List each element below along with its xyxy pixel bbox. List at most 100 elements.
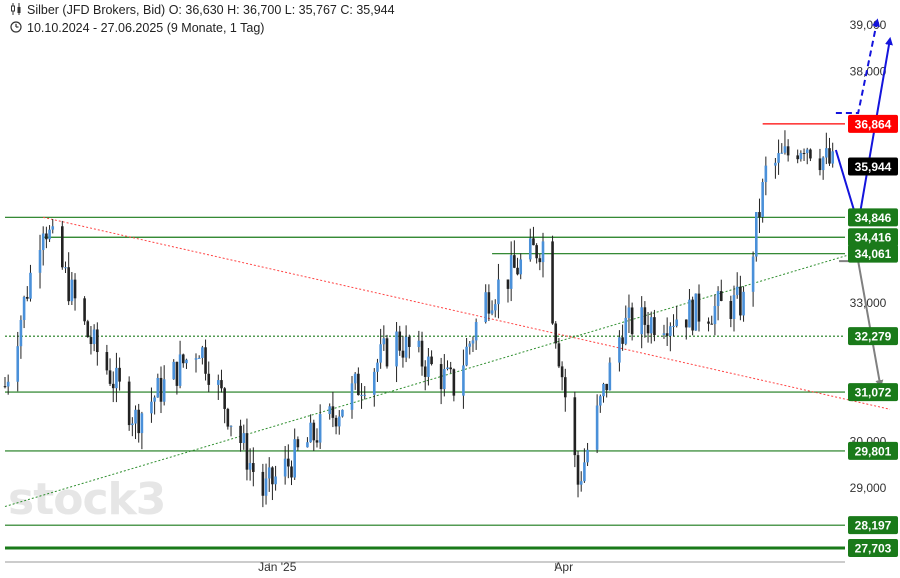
candle-body <box>427 356 430 377</box>
candle-body <box>51 226 55 230</box>
candle-body <box>809 149 812 159</box>
candle-body <box>385 338 389 367</box>
candle-body <box>226 408 230 427</box>
candle-body <box>29 272 32 299</box>
candle-body <box>357 373 360 396</box>
candle-body <box>818 158 822 171</box>
candle-body <box>287 458 290 467</box>
clock-icon <box>10 21 22 33</box>
candle-body <box>153 397 156 402</box>
candle-body <box>605 383 608 391</box>
candle-body <box>828 148 831 164</box>
candle-body <box>465 346 468 366</box>
candle-body <box>111 383 115 389</box>
candle-body <box>519 259 523 275</box>
candle-body <box>493 304 497 311</box>
candle-body <box>83 298 86 322</box>
candle-body <box>618 337 621 363</box>
candle-body <box>439 364 443 390</box>
candle-body <box>131 423 134 426</box>
candle-body <box>560 366 564 378</box>
candle-body <box>220 380 223 389</box>
candle-body <box>694 293 698 331</box>
level-label-box <box>848 441 898 460</box>
candle-body <box>172 361 176 380</box>
candle-body <box>267 467 271 479</box>
candle-body <box>796 155 799 160</box>
chart-header-line2: 10.10.2024 - 27.06.2025 (9 Monate, 1 Tag… <box>10 21 264 35</box>
candle-body <box>38 250 42 273</box>
candle-body <box>296 439 300 448</box>
level-label-text: 34,061 <box>855 247 892 261</box>
candle-body <box>96 329 99 353</box>
candle-body <box>89 337 93 345</box>
candle-body <box>41 233 45 251</box>
candle-body <box>535 245 538 259</box>
candle-body <box>669 326 672 336</box>
candle-body <box>497 279 500 305</box>
candle-body <box>3 386 7 388</box>
level-label-text: 35,944 <box>855 160 892 174</box>
candle-body <box>401 350 405 358</box>
candle-body <box>462 365 465 396</box>
candle-body <box>780 152 784 154</box>
candle-body <box>761 182 764 218</box>
candle-body <box>729 300 733 319</box>
candle-body <box>318 414 322 443</box>
candle-body <box>223 388 226 409</box>
candle-body <box>528 238 532 260</box>
candle-body <box>420 340 424 367</box>
candle-body <box>216 380 220 385</box>
level-label-text: 36,864 <box>855 117 892 131</box>
candle-body <box>404 336 408 358</box>
candle-body <box>115 367 118 389</box>
trend-line <box>4 242 891 507</box>
candle-body <box>697 293 701 322</box>
candle-body <box>376 362 379 372</box>
candle-body <box>490 310 494 314</box>
candle-body <box>207 373 211 385</box>
candle-body <box>181 354 185 364</box>
candle-body <box>70 279 74 302</box>
candle-body <box>732 295 736 319</box>
level-label-box <box>848 539 898 558</box>
candle-body <box>61 226 64 268</box>
candle-body <box>799 152 803 160</box>
level-label-text: 28,197 <box>855 519 892 533</box>
candle-body <box>672 325 675 327</box>
candle-body <box>751 256 755 292</box>
candle-body <box>786 146 790 156</box>
candle-body <box>315 440 319 443</box>
candle-body <box>159 377 163 402</box>
candle-body <box>599 396 602 406</box>
candle-body <box>783 146 787 153</box>
candle-body <box>242 433 246 444</box>
candle-body <box>506 279 510 289</box>
level-label-text: 27,703 <box>855 542 892 556</box>
instrument-ohlc-text: Silber (JFD Brokers, Bid) O: 36,630 H: 3… <box>27 3 395 17</box>
candle-body <box>108 370 112 384</box>
candle-body <box>105 352 109 371</box>
candle-body <box>509 255 513 289</box>
candle-body <box>353 373 357 384</box>
candle-body <box>19 319 23 347</box>
candle-body <box>283 458 287 477</box>
candle-body <box>484 292 488 322</box>
level-label-box <box>848 157 898 176</box>
candle-body <box>452 369 456 396</box>
date-range-text: 10.10.2024 - 27.06.2025 (9 Monate, 1 Tag… <box>27 21 265 35</box>
scenario-arrow <box>835 18 880 114</box>
level-label-box <box>848 383 898 402</box>
candle-body <box>162 379 166 402</box>
candle-body <box>239 425 242 444</box>
scenario-arrow <box>839 260 884 389</box>
candle-body <box>64 267 67 269</box>
candle-body <box>653 317 656 336</box>
candle-body <box>328 406 332 415</box>
candle-body <box>675 319 679 326</box>
level-label-box <box>848 114 898 133</box>
candle-body <box>137 409 141 434</box>
candle-body <box>754 212 758 257</box>
candle-body <box>602 383 605 397</box>
